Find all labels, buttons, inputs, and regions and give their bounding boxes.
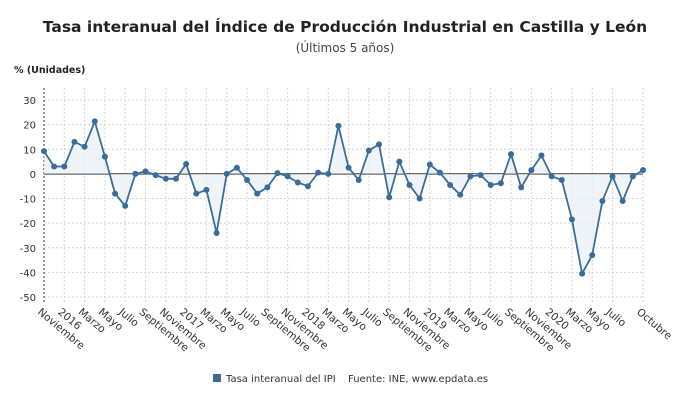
data-point xyxy=(91,118,98,125)
data-point xyxy=(152,172,159,179)
data-point xyxy=(609,173,616,180)
data-point xyxy=(568,216,575,223)
data-point xyxy=(294,179,301,186)
data-point xyxy=(558,177,565,184)
data-point xyxy=(355,177,362,184)
y-tick-label: 10 xyxy=(23,145,36,156)
data-point xyxy=(335,122,342,129)
data-point xyxy=(142,168,149,175)
data-point xyxy=(538,152,545,159)
data-point xyxy=(548,173,555,180)
data-point xyxy=(244,177,251,184)
data-point xyxy=(365,147,372,154)
data-point xyxy=(122,202,129,209)
data-point xyxy=(436,169,443,176)
data-point xyxy=(579,270,586,277)
data-point xyxy=(467,173,474,180)
data-point xyxy=(497,180,504,187)
data-point xyxy=(416,195,423,202)
data-point xyxy=(426,161,433,168)
data-point xyxy=(345,164,352,171)
legend-label[interactable]: Tasa interanual del IPI xyxy=(225,374,336,385)
y-tick-label: 0 xyxy=(30,170,36,181)
y-tick-label: 30 xyxy=(23,96,36,107)
series-line xyxy=(43,118,644,277)
data-point xyxy=(508,151,515,158)
data-point xyxy=(193,190,200,197)
data-point xyxy=(203,186,210,193)
data-point xyxy=(41,148,47,155)
data-point xyxy=(619,197,626,204)
data-point xyxy=(112,190,119,197)
data-point xyxy=(487,181,494,188)
y-tick-label: -30 xyxy=(20,244,36,255)
data-point xyxy=(274,170,281,177)
chart-title: Tasa interanual del Índice de Producción… xyxy=(43,17,647,36)
data-point xyxy=(325,170,332,177)
data-point xyxy=(213,229,220,236)
data-point xyxy=(406,181,413,188)
data-point xyxy=(71,138,78,145)
y-axis-label: % (Unidades) xyxy=(14,65,85,76)
data-point xyxy=(304,183,311,190)
data-point xyxy=(132,170,139,177)
data-point xyxy=(447,181,454,188)
data-point xyxy=(51,163,58,170)
x-tick-label: Octubre xyxy=(634,306,674,342)
y-tick-label: 20 xyxy=(23,121,36,132)
data-point xyxy=(223,170,230,177)
data-point xyxy=(396,158,403,165)
data-point xyxy=(589,252,596,259)
data-point xyxy=(599,197,606,204)
chart-subtitle: (Últimos 5 años) xyxy=(296,40,395,55)
data-point xyxy=(61,163,68,170)
data-point xyxy=(172,175,179,182)
data-point xyxy=(315,169,322,176)
source-text: Fuente: INE, www.epdata.es xyxy=(348,374,488,385)
y-tick-label: -40 xyxy=(20,268,36,279)
data-point xyxy=(518,184,525,191)
y-tick-label: -20 xyxy=(20,219,36,230)
data-point xyxy=(81,143,88,150)
data-point xyxy=(386,194,393,201)
data-point xyxy=(640,167,646,174)
data-point xyxy=(528,167,535,174)
data-point xyxy=(162,175,169,182)
series-area xyxy=(44,121,643,274)
data-point xyxy=(457,191,464,198)
legend-swatch xyxy=(213,374,221,382)
data-point xyxy=(233,164,240,171)
y-tick-label: -10 xyxy=(20,195,36,206)
data-point xyxy=(629,173,636,180)
data-point xyxy=(284,173,291,180)
data-point xyxy=(477,172,484,179)
data-point xyxy=(264,184,271,191)
y-tick-label: -50 xyxy=(20,293,36,304)
data-point xyxy=(183,161,190,168)
data-point xyxy=(376,141,383,148)
data-point xyxy=(254,190,261,197)
data-point xyxy=(101,153,108,160)
